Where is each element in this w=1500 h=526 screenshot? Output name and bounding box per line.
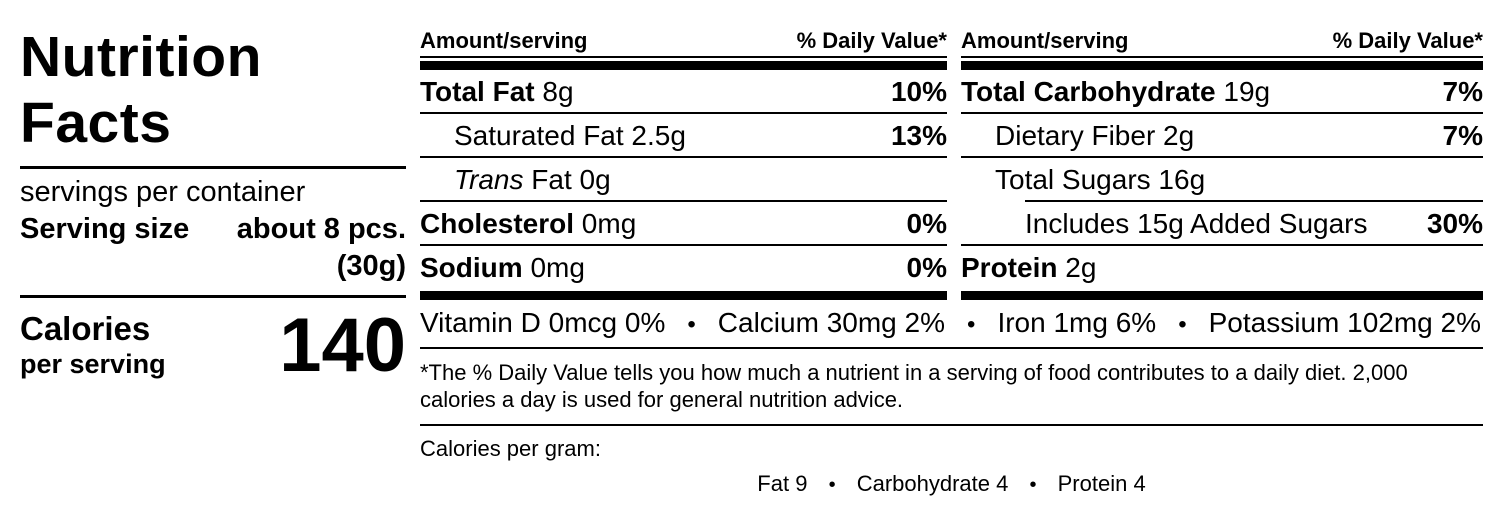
calories-per-gram-label: Calories per gram: bbox=[420, 436, 601, 461]
thick-bar bbox=[961, 61, 1483, 70]
micronutrient-potassium: Potassium 102mg 2% bbox=[1208, 307, 1481, 338]
cpg-carbohydrate: Carbohydrate 4 bbox=[856, 471, 1009, 496]
cpg-fat: Fat 9 bbox=[757, 471, 808, 496]
nutrient-dv: 7% bbox=[1442, 76, 1483, 107]
calories-per-gram-values: Fat 9 • Carbohydrate 4 • Protein 4 bbox=[420, 471, 1483, 498]
nutrient-row-protein: Protein 2g bbox=[961, 244, 1483, 288]
nutrient-name: Protein 2g bbox=[961, 252, 1097, 283]
calories-sublabel: per serving bbox=[20, 349, 166, 379]
nutrient-columns: Amount/serving % Daily Value* Total Fat … bbox=[420, 28, 1483, 300]
nutrient-dv: 10% bbox=[890, 76, 947, 107]
micronutrient-iron: Iron 1mg 6% bbox=[997, 307, 1157, 338]
bullet-separator: • bbox=[1178, 311, 1187, 338]
cpg-protein: Protein 4 bbox=[1057, 471, 1146, 496]
serving-size-row: Serving size about 8 pcs. (30g) bbox=[20, 211, 406, 285]
nutrient-dv: 0% bbox=[906, 252, 947, 283]
nutrient-column-carbohydrate: Amount/serving % Daily Value* Total Carb… bbox=[961, 28, 1483, 300]
daily-value-header: % Daily Value* bbox=[1332, 28, 1483, 53]
nutrient-row-cholesterol: Cholesterol 0mg 0% bbox=[420, 200, 947, 244]
bullet-separator: • bbox=[1029, 474, 1037, 496]
micronutrient-vitamin-d: Vitamin D 0mcg 0% bbox=[420, 307, 666, 338]
amount-serving-header: Amount/serving bbox=[420, 28, 588, 53]
micronutrient-calcium: Calcium 30mg 2% bbox=[717, 307, 945, 338]
nutrient-name: Includes 15g Added Sugars bbox=[1025, 208, 1368, 239]
nutrient-dv: 30% bbox=[1426, 208, 1483, 239]
daily-value-footnote: *The % Daily Value tells you how much a … bbox=[420, 349, 1483, 426]
nutrient-name: Saturated Fat 2.5g bbox=[454, 120, 686, 151]
calories-label: Calories bbox=[20, 310, 151, 347]
label-title-line1: Nutrition bbox=[20, 25, 262, 89]
nutrient-name: Total Sugars 16g bbox=[995, 164, 1206, 195]
nutrient-name: Dietary Fiber 2g bbox=[995, 120, 1195, 151]
daily-value-header: % Daily Value* bbox=[796, 28, 947, 53]
nutrient-dv: 13% bbox=[890, 120, 947, 151]
column-header: Amount/serving % Daily Value* bbox=[420, 28, 947, 58]
label-title: Nutrition Facts bbox=[20, 24, 406, 156]
nutrient-row-total-carbohydrate: Total Carbohydrate 19g 7% bbox=[961, 70, 1483, 112]
serving-size-label: Serving size bbox=[20, 213, 190, 245]
nutrient-name: Total Fat 8g bbox=[420, 76, 574, 107]
calories-labels: Calories per serving bbox=[20, 310, 166, 386]
nutrient-column-fat: Amount/serving % Daily Value* Total Fat … bbox=[420, 28, 947, 300]
bullet-separator: • bbox=[687, 311, 696, 338]
calories-value: 140 bbox=[279, 303, 406, 388]
label-summary-panel: Nutrition Facts servings per container S… bbox=[20, 24, 406, 386]
nutrient-row-saturated-fat: Saturated Fat 2.5g 13% bbox=[420, 112, 947, 156]
nutrient-row-trans-fat: Trans Fat 0g bbox=[420, 156, 947, 200]
nutrient-name: Cholesterol 0mg bbox=[420, 208, 637, 239]
serving-size-value: about 8 pcs. (30g) bbox=[236, 213, 406, 282]
nutrient-dv: 0% bbox=[906, 208, 947, 239]
servings-per-container: servings per container bbox=[20, 176, 306, 208]
bullet-separator: • bbox=[967, 311, 976, 338]
nutrient-name: Sodium 0mg bbox=[420, 252, 585, 283]
nutrient-row-dietary-fiber: Dietary Fiber 2g 7% bbox=[961, 112, 1483, 156]
nutrient-panel: Amount/serving % Daily Value* Total Fat … bbox=[420, 28, 1483, 498]
bullet-separator: • bbox=[828, 474, 836, 496]
nutrient-row-added-sugars: Includes 15g Added Sugars 30% bbox=[1025, 200, 1483, 244]
divider bbox=[20, 166, 406, 169]
nutrient-dv: 7% bbox=[1442, 120, 1483, 151]
calories-row: Calories per serving 140 bbox=[20, 306, 406, 386]
divider bbox=[20, 295, 406, 298]
nutrient-name: Total Carbohydrate 19g bbox=[961, 76, 1271, 107]
thick-bar bbox=[420, 291, 947, 300]
nutrient-name: Trans Fat 0g bbox=[454, 164, 611, 195]
amount-serving-header: Amount/serving bbox=[961, 28, 1129, 53]
column-header: Amount/serving % Daily Value* bbox=[961, 28, 1483, 58]
nutrient-row-total-fat: Total Fat 8g 10% bbox=[420, 70, 947, 112]
thick-bar bbox=[420, 61, 947, 70]
micronutrient-row: Vitamin D 0mcg 0% • Calcium 30mg 2% • Ir… bbox=[420, 300, 1483, 349]
nutrient-row-sodium: Sodium 0mg 0% bbox=[420, 244, 947, 288]
label-title-line2: Facts bbox=[20, 91, 172, 155]
nutrient-row-total-sugars: Total Sugars 16g bbox=[961, 156, 1483, 200]
thick-bar bbox=[961, 291, 1483, 300]
